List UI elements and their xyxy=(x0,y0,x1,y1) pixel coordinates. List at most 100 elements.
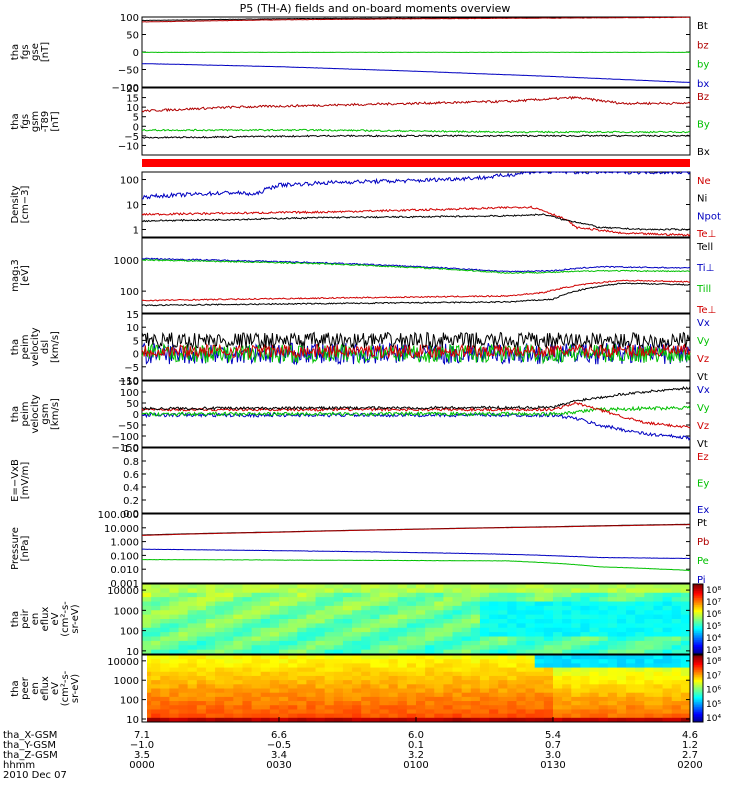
spectrogram-cell xyxy=(315,684,326,689)
ylabel-line: peir xyxy=(20,608,31,628)
spectrogram-cell xyxy=(260,592,271,598)
spectrogram-cell xyxy=(388,701,399,706)
spectrogram-cell xyxy=(644,663,654,669)
spectrogram-cell xyxy=(178,588,189,594)
spectrogram-cell xyxy=(452,680,463,685)
series-By xyxy=(141,128,691,134)
spectrogram-cell xyxy=(489,584,499,589)
spectrogram-cell xyxy=(169,627,180,633)
spectrogram-cell xyxy=(269,659,280,664)
spectrogram-cell xyxy=(580,684,591,689)
spectrogram-cell xyxy=(187,667,198,673)
spectrogram-cell xyxy=(242,688,253,694)
spectrogram-cell xyxy=(388,684,399,689)
spectrogram-cell xyxy=(169,610,180,616)
spectrogram-cell xyxy=(680,619,691,624)
spectrogram-cell xyxy=(288,623,298,629)
spectrogram-cell xyxy=(534,671,545,677)
spectrogram-cell xyxy=(333,614,344,620)
spectrogram-cell xyxy=(233,619,243,624)
spectrogram-cell xyxy=(534,610,545,616)
spectrogram-cell xyxy=(443,605,454,611)
spectrogram-cell xyxy=(215,592,225,598)
spectrogram-cell xyxy=(671,623,682,629)
spectrogram-cell xyxy=(653,636,664,642)
spectrogram-cell xyxy=(626,717,636,723)
spectrogram-cell xyxy=(306,680,317,685)
spectrogram-cell xyxy=(196,619,207,624)
spectrogram-cell xyxy=(196,636,207,642)
spectrogram-cell xyxy=(571,667,581,673)
spectrogram-cell xyxy=(452,584,463,589)
spectrogram-cell xyxy=(406,684,417,689)
spectrogram-cell xyxy=(461,701,472,706)
spectrogram-cell xyxy=(151,588,161,594)
spectrogram-cell xyxy=(680,659,691,664)
spectrogram-cell xyxy=(333,671,344,677)
spectrogram-cell xyxy=(516,584,527,589)
spectrogram-cell xyxy=(507,627,517,633)
spectrogram-cell xyxy=(406,671,417,677)
spectrogram-cell xyxy=(406,597,417,602)
spectrogram-cell xyxy=(215,655,225,660)
spectrogram-cell xyxy=(151,636,161,642)
y-tick-label: 10 xyxy=(126,201,139,212)
spectrogram-cell xyxy=(306,649,317,655)
spectrogram-cell xyxy=(269,696,280,702)
spectrogram-cell xyxy=(306,610,317,616)
spectrogram-cell xyxy=(151,675,161,681)
spectrogram-cell xyxy=(169,659,180,664)
spectrogram-cell xyxy=(498,671,508,677)
spectrogram-cell xyxy=(434,588,444,594)
spectrogram-cell xyxy=(370,592,380,598)
spectrogram-cell xyxy=(626,588,636,594)
spectrogram-cell xyxy=(333,667,344,673)
spectrogram-cell xyxy=(342,649,353,655)
spectrogram-cell xyxy=(607,663,618,669)
spectrogram-cell xyxy=(233,655,243,660)
spectrogram-cell xyxy=(269,688,280,694)
spectrogram-cell xyxy=(461,597,472,602)
ylabel-line: sr-eV) xyxy=(70,674,81,703)
spectrogram-cell xyxy=(626,671,636,677)
spectrogram-cell xyxy=(324,696,335,702)
spectrogram-cell xyxy=(178,584,189,589)
spectrogram-cell xyxy=(616,688,627,694)
spectrogram-cell xyxy=(315,627,326,633)
spectrogram-cell xyxy=(352,636,362,642)
spectrogram-cell xyxy=(324,701,335,706)
spectrogram-cell xyxy=(388,675,399,681)
spectrogram-cell xyxy=(233,717,243,723)
spectrogram-cell xyxy=(416,717,426,723)
spectrogram-cell xyxy=(306,701,317,706)
spectrogram-cell xyxy=(397,717,408,723)
spectrogram-cell xyxy=(443,688,454,694)
ylabel-line: eflux xyxy=(40,607,51,632)
spectrogram-cell xyxy=(626,684,636,689)
spectrogram-cell xyxy=(461,705,472,710)
spectrogram-cell xyxy=(361,717,371,723)
spectrogram-cell xyxy=(187,705,198,710)
spectrogram-cell xyxy=(260,623,271,629)
spectrogram-cell xyxy=(653,605,664,611)
spectrogram-cell xyxy=(342,636,353,642)
spectrogram-cell xyxy=(470,610,481,616)
spectrogram-cell xyxy=(288,709,298,715)
spectrogram-cell xyxy=(297,632,307,637)
spectrogram-cell xyxy=(178,623,189,629)
spectrogram-cell xyxy=(269,655,280,660)
spectrogram-cell xyxy=(580,592,591,598)
spectrogram-cell xyxy=(525,688,536,694)
spectrogram-cell xyxy=(352,627,362,633)
spectrogram-cell xyxy=(489,601,499,607)
ylabel-line: gsm xyxy=(40,403,51,424)
spectrogram-cell xyxy=(534,713,545,719)
spectrogram-cell xyxy=(534,632,545,637)
colorbar-cell xyxy=(693,599,703,602)
ylabel-line: (cm²-s- xyxy=(60,601,71,637)
spectrogram-cell xyxy=(205,601,216,607)
spectrogram-cell xyxy=(470,684,481,689)
spectrogram-cell xyxy=(324,623,335,629)
spectrogram-cell xyxy=(434,592,444,598)
spectrogram-cell xyxy=(626,705,636,710)
